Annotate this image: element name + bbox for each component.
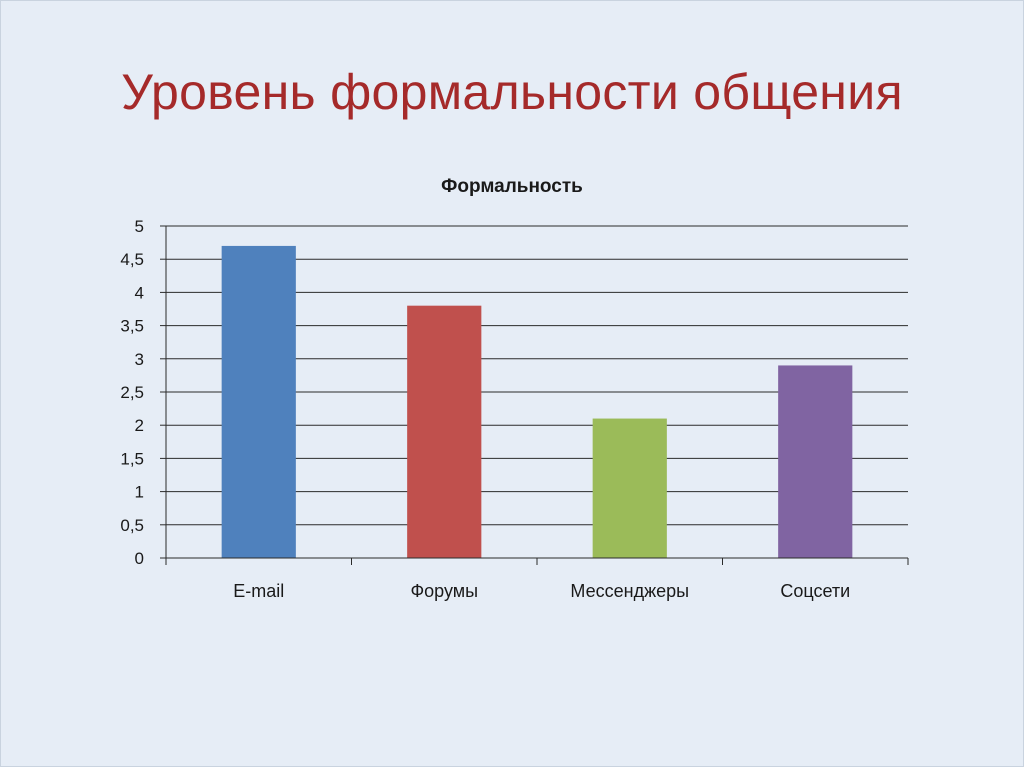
chart-title: Формальность (441, 176, 583, 197)
x-category-label: Мессенджеры (570, 581, 689, 601)
y-tick-label: 0 (135, 549, 144, 568)
y-tick-label: 2 (135, 416, 144, 435)
x-category-label: E-mail (233, 581, 284, 601)
y-tick-label: 3,5 (120, 317, 144, 336)
axis-labels: 0 0,5 1 1,5 2 2,5 3 3,5 4 4,5 5 E-mail Форумы Мессенд… (120, 217, 850, 601)
axes (160, 225, 909, 565)
y-tick-label: 4 (135, 283, 144, 302)
x-category-label: Соцсети (780, 581, 850, 601)
bar-2 (407, 305, 482, 558)
bars (221, 245, 853, 559)
y-tick-label: 4,5 (120, 250, 144, 269)
y-tick-label: 3 (135, 350, 144, 369)
y-tick-label: 1,5 (120, 449, 144, 468)
y-tick-label: 0,5 (120, 516, 144, 535)
bar-3 (592, 418, 667, 558)
slide-title: Уровень формальности общения (121, 64, 903, 120)
y-tick-label: 1 (135, 483, 144, 502)
x-category-label: Форумы (410, 581, 478, 601)
y-tick-label: 2,5 (120, 383, 144, 402)
bar-1 (221, 245, 296, 559)
bar-4 (778, 365, 853, 558)
y-tick-label: 5 (135, 217, 144, 236)
